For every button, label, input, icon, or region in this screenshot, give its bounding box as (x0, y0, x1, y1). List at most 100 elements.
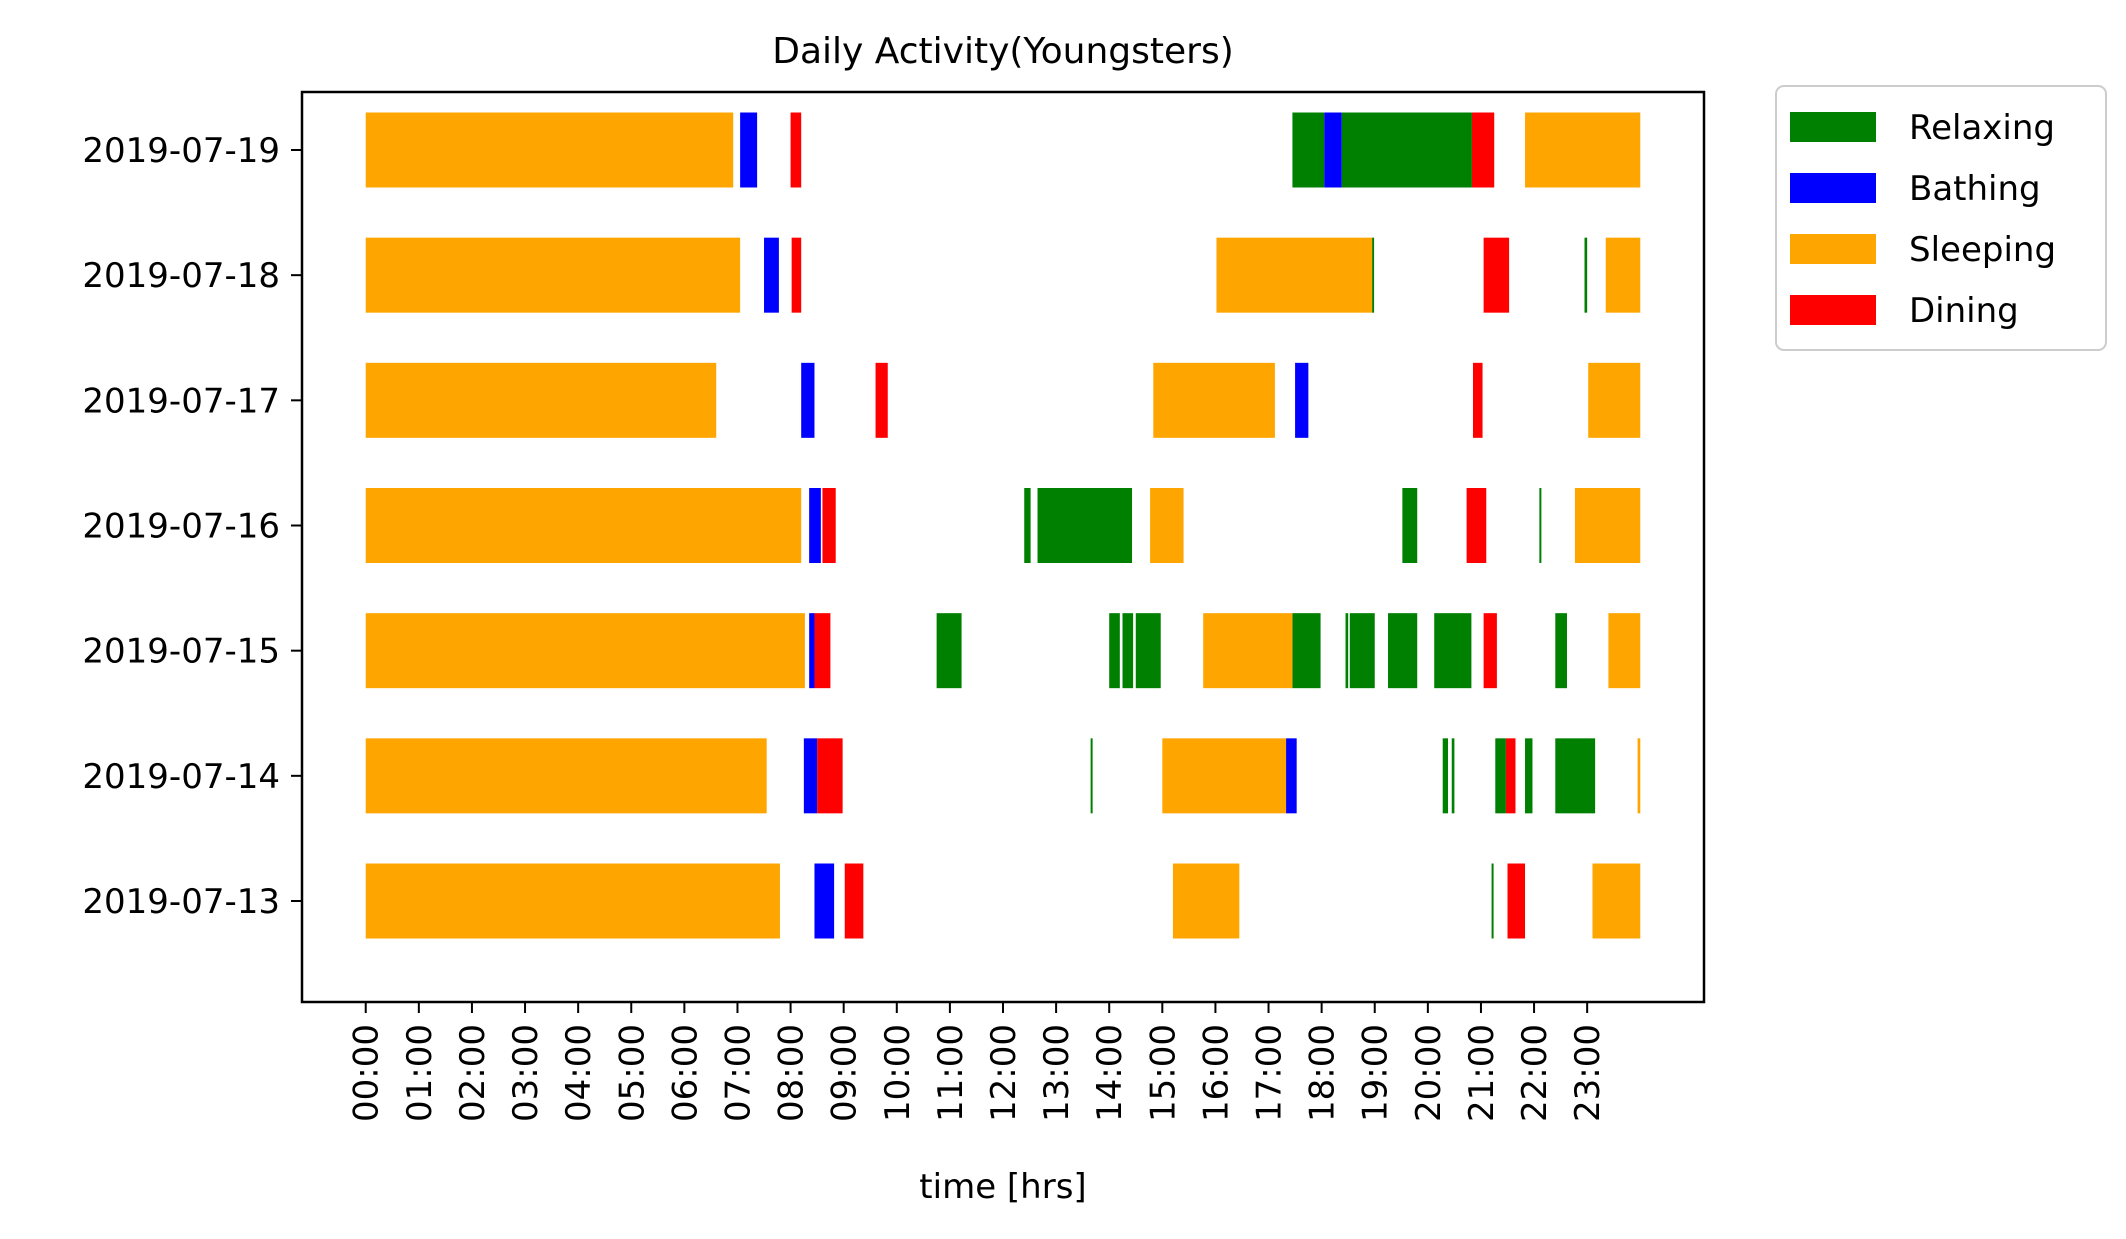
bar-sleeping-2-19 (1525, 112, 1641, 188)
x-tick-label: 21:00 (1462, 1024, 1502, 1122)
legend-label-bathing: Bathing (1909, 169, 2041, 209)
legend-swatch-dining (1790, 295, 1876, 325)
bar-sleeping-2-15 (365, 237, 741, 313)
y-tick-label: 2019-07-15 (82, 632, 280, 672)
bar-sleeping-2-17 (1605, 237, 1641, 313)
bar-sleeping-2-3 (365, 738, 767, 814)
legend-label-relaxing: Relaxing (1909, 108, 2055, 148)
bar-relaxing-0-19 (1402, 488, 1418, 563)
x-tick-label: 10:00 (878, 1024, 918, 1122)
bar-bathing-1-7 (740, 112, 758, 188)
legend-box (1775, 85, 2107, 351)
legend-swatch-sleeping (1790, 234, 1876, 264)
bar-sleeping-2-1 (1172, 863, 1240, 939)
bar-sleeping-2-2 (1592, 863, 1641, 939)
bar-bathing-1-9 (1286, 738, 1297, 814)
bar-relaxing-0-9 (1122, 613, 1134, 689)
bar-relaxing-0-13 (1349, 613, 1375, 689)
legend: Relaxing Bathing Sleeping Dining (1775, 85, 2107, 351)
bar-relaxing-0-17 (1024, 488, 1031, 563)
bar-bathing-1-6 (764, 237, 779, 313)
bar-sleeping-2-11 (1574, 488, 1641, 563)
y-tick-label: 2019-07-17 (82, 381, 280, 421)
bar-dining-3-13 (1471, 112, 1495, 188)
bar-dining-3-8 (875, 362, 888, 438)
bar-relaxing-0-11 (1292, 613, 1321, 689)
bar-dining-3-1 (1507, 863, 1526, 939)
x-tick-label: 20:00 (1409, 1024, 1449, 1122)
x-axis: 00:00 01:00 02:00 03:00 04:00 05:00 06:00 07:00… (347, 1002, 1608, 1122)
bar-sleeping-2-16 (1216, 237, 1373, 313)
x-tick-label: 07:00 (718, 1024, 758, 1122)
bar-sleeping-2-8 (1608, 613, 1641, 689)
bar-relaxing-0-4 (1525, 738, 1533, 814)
bar-dining-3-3 (1505, 738, 1516, 814)
x-tick-label: 08:00 (772, 1024, 812, 1122)
bar-bathing-1-8 (1324, 112, 1342, 188)
x-axis-label: time [hrs] (919, 1167, 1086, 1207)
bar-dining-3-11 (1483, 237, 1510, 313)
bar-relaxing-0-14 (1388, 613, 1418, 689)
bar-dining-3-7 (1466, 488, 1487, 563)
y-tick-label: 2019-07-18 (82, 256, 280, 296)
bar-relaxing-0-6 (1491, 863, 1494, 939)
legend-label-dining: Dining (1909, 291, 2019, 331)
bar-relaxing-0-10 (1135, 613, 1161, 689)
x-tick-label: 06:00 (665, 1024, 705, 1122)
x-tick-label: 00:00 (347, 1024, 387, 1122)
y-tick-label: 2019-07-13 (82, 882, 280, 922)
x-tick-label: 14:00 (1090, 1024, 1130, 1122)
x-tick-label: 05:00 (612, 1024, 652, 1122)
bar-relaxing-0-7 (936, 613, 962, 689)
bar-dining-3-9 (1472, 362, 1483, 438)
bar-relaxing-0-18 (1037, 488, 1133, 563)
bar-bathing-1-0 (814, 863, 835, 939)
bar-relaxing-0-21 (1372, 237, 1375, 313)
y-tick-label: 2019-07-14 (82, 757, 280, 797)
bar-dining-3-12 (790, 112, 802, 188)
bar-relaxing-0-12 (1345, 613, 1349, 689)
legend-swatch-bathing (1790, 173, 1876, 203)
bar-dining-3-10 (791, 237, 802, 313)
x-tick-label: 18:00 (1303, 1024, 1343, 1122)
bar-dining-3-4 (814, 613, 831, 689)
bar-relaxing-0-1 (1442, 738, 1449, 814)
bar-relaxing-0-3 (1495, 738, 1506, 814)
bar-sleeping-2-18 (365, 112, 734, 188)
x-tick-label: 04:00 (559, 1024, 599, 1122)
x-tick-label: 03:00 (506, 1024, 546, 1122)
bar-relaxing-0-23 (1292, 112, 1325, 188)
x-tick-label: 15:00 (1143, 1024, 1183, 1122)
x-tick-label: 22:00 (1515, 1024, 1555, 1122)
bar-relaxing-0-16 (1555, 613, 1567, 689)
x-tick-label: 13:00 (1037, 1024, 1077, 1122)
bar-sleeping-2-6 (365, 613, 805, 689)
bar-dining-3-2 (817, 738, 843, 814)
bar-dining-3-5 (1483, 613, 1497, 689)
bar-sleeping-2-10 (1150, 488, 1184, 563)
bar-relaxing-0-0 (1090, 738, 1093, 814)
x-tick-label: 12:00 (984, 1024, 1024, 1122)
y-tick-label: 2019-07-19 (82, 131, 280, 171)
bar-relaxing-0-15 (1434, 613, 1472, 689)
x-tick-label: 17:00 (1250, 1024, 1290, 1122)
bar-sleeping-2-13 (1153, 362, 1275, 438)
bar-sleeping-2-0 (365, 863, 780, 939)
x-tick-label: 01:00 (400, 1024, 440, 1122)
bar-bathing-1-3 (809, 488, 821, 563)
bar-relaxing-0-22 (1584, 237, 1588, 313)
x-tick-label: 16:00 (1196, 1024, 1236, 1122)
x-tick-label: 02:00 (453, 1024, 493, 1122)
bar-relaxing-0-20 (1539, 488, 1542, 563)
bar-sleeping-2-5 (1637, 738, 1641, 814)
x-tick-label: 19:00 (1356, 1024, 1396, 1122)
legend-label-sleeping: Sleeping (1909, 230, 2056, 270)
bar-bathing-1-4 (801, 362, 815, 438)
y-tick-label: 2019-07-16 (82, 507, 280, 547)
bar-relaxing-0-8 (1109, 613, 1120, 689)
bar-bathing-1-5 (1295, 362, 1309, 438)
bar-sleeping-2-7 (1203, 613, 1293, 689)
bar-sleeping-2-4 (1162, 738, 1287, 814)
